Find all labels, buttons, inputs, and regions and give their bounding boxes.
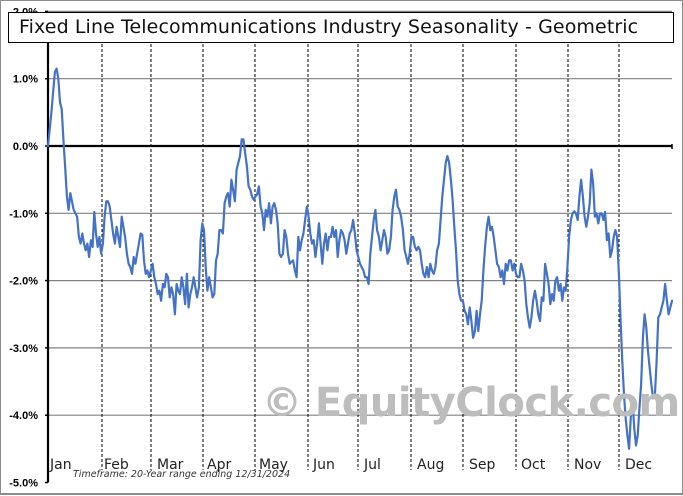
x-tick-label-apr: Apr [207,457,231,473]
x-tick-label-jan: Jan [49,457,72,473]
chart-title: Fixed Line Telecommunications Industry S… [19,16,639,38]
timeframe-note: Timeframe: 20-Year range ending 12/31/20… [73,469,291,480]
y-tick-label: -3.0% [9,343,38,355]
seasonality-line [46,67,674,450]
watermark: © EquityClock.com [262,380,680,426]
x-tick-label-nov: Nov [574,457,601,473]
y-tick-label: -2.0% [9,276,38,288]
x-tick-label-may: May [259,457,288,473]
title-box: Fixed Line Telecommunications Industry S… [8,12,674,43]
y-tick-label: -4.0% [9,410,38,422]
y-tick-label: 0.0% [13,141,38,153]
y-tick-label: 1.0% [13,74,38,86]
x-tick-label-jul: Jul [363,457,381,473]
y-tick-label: -5.0% [9,478,38,490]
y-tick-label: -1.0% [9,208,38,220]
x-tick-label-sep: Sep [469,457,496,473]
x-tick-label-oct: Oct [521,457,546,473]
x-tick-label-dec: Dec [625,457,652,473]
x-tick-label-jun: Jun [312,457,335,473]
x-tick-label-feb: Feb [104,457,129,473]
x-tick-label-mar: Mar [157,457,184,473]
x-tick-label-aug: Aug [417,457,444,473]
